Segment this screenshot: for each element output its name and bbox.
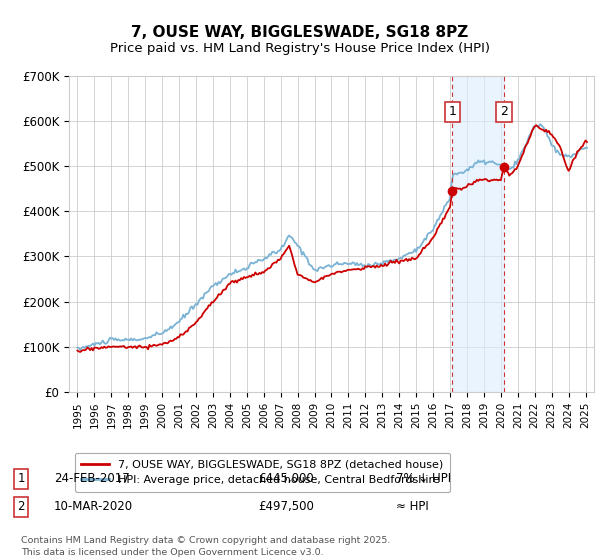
Text: ≈ HPI: ≈ HPI: [396, 500, 429, 514]
Legend: 7, OUSE WAY, BIGGLESWADE, SG18 8PZ (detached house), HPI: Average price, detache: 7, OUSE WAY, BIGGLESWADE, SG18 8PZ (deta…: [74, 453, 450, 492]
Text: 1: 1: [17, 472, 25, 486]
Text: 10-MAR-2020: 10-MAR-2020: [54, 500, 133, 514]
Text: 2: 2: [500, 105, 508, 119]
Text: £497,500: £497,500: [258, 500, 314, 514]
Text: 24-FEB-2017: 24-FEB-2017: [54, 472, 130, 486]
Text: £445,000: £445,000: [258, 472, 314, 486]
Text: 1: 1: [448, 105, 457, 119]
Text: Price paid vs. HM Land Registry's House Price Index (HPI): Price paid vs. HM Land Registry's House …: [110, 42, 490, 55]
Text: 7, OUSE WAY, BIGGLESWADE, SG18 8PZ: 7, OUSE WAY, BIGGLESWADE, SG18 8PZ: [131, 25, 469, 40]
Text: 2: 2: [17, 500, 25, 514]
Text: 7% ↓ HPI: 7% ↓ HPI: [396, 472, 451, 486]
Text: Contains HM Land Registry data © Crown copyright and database right 2025.
This d: Contains HM Land Registry data © Crown c…: [21, 536, 391, 557]
